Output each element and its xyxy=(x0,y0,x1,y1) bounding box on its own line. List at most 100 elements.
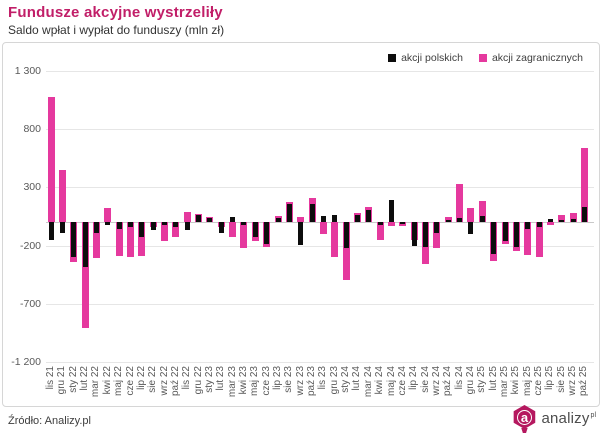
bar-akcji-polskich-lut-24 xyxy=(354,214,360,223)
bar-akcji-zagranicznych-cze-24 xyxy=(399,222,407,226)
bar-akcji-zagranicznych-kwi-24 xyxy=(376,222,384,241)
bar-akcji-polskich-paź-24 xyxy=(445,220,451,223)
bar-akcji-polskich-mar-25 xyxy=(502,222,508,242)
logo-text: analizypl xyxy=(541,410,596,427)
bar-akcji-polskich-kwi-25 xyxy=(513,222,519,248)
bar-akcji-polskich-maj-24 xyxy=(389,199,394,223)
x-axis-label: kwi 22 xyxy=(101,366,113,395)
bar-akcji-polskich-wrz-23 xyxy=(298,222,304,245)
x-axis-label: cze 22 xyxy=(124,366,136,396)
bar-akcji-polskich-sty-23 xyxy=(207,217,213,223)
x-axis-label: mar 24 xyxy=(362,366,374,398)
bar-akcji-polskich-paź-25 xyxy=(581,207,587,223)
bar-akcji-zagranicznych-lis-23 xyxy=(319,222,327,234)
bar-akcji-zagranicznych-kwi-23 xyxy=(240,222,248,248)
bar-akcji-polskich-lis-23 xyxy=(320,215,326,223)
bar-akcji-polskich-cze-22 xyxy=(128,222,133,228)
x-axis-label: sie 25 xyxy=(555,366,567,393)
y-axis-label: 1 300 xyxy=(14,65,41,77)
x-axis-label: gru 22 xyxy=(192,366,204,395)
bar-akcji-polskich-cze-25 xyxy=(536,222,542,227)
bar-akcji-polskich-maj-22 xyxy=(116,222,122,230)
page-subtitle: Saldo wpłat i wypłat do funduszy (mln zł… xyxy=(8,23,225,37)
bar-akcji-polskich-sty-24 xyxy=(343,222,349,248)
bar-akcji-polskich-lis-22 xyxy=(184,222,190,231)
x-axis-label: paź 25 xyxy=(578,366,590,397)
bar-akcji-polskich-lut-22 xyxy=(82,222,88,268)
bar-akcji-zagranicznych-lip-25 xyxy=(546,222,554,225)
x-axis-label: gru 23 xyxy=(328,366,340,395)
source-note: Źródło: Analizy.pl xyxy=(8,415,91,427)
x-axis-label: lip 25 xyxy=(544,366,556,390)
bar-akcji-polskich-gru-22 xyxy=(196,215,201,223)
y-axis-label: -700 xyxy=(19,297,41,310)
bar-akcji-polskich-wrz-24 xyxy=(434,222,440,233)
x-axis-label: cze 23 xyxy=(260,366,272,396)
bar-akcji-zagranicznych-kwi-22 xyxy=(104,208,112,223)
x-axis-label: paź 22 xyxy=(169,366,181,397)
bar-akcji-zagranicznych-paź-25 xyxy=(580,147,588,223)
bar-akcji-polskich-lip-25 xyxy=(547,219,553,223)
bar-akcji-zagranicznych-gru-21 xyxy=(58,169,66,223)
x-axis-label: lut 23 xyxy=(215,366,227,391)
bar-akcji-polskich-wrz-25 xyxy=(570,218,576,223)
analizy-logo: a analizypl xyxy=(512,405,596,433)
bar-akcji-polskich-sie-22 xyxy=(150,222,156,230)
bar-akcji-zagranicznych-mar-22 xyxy=(92,222,100,258)
chart-panel: akcji polskich akcji zagranicznych 1 300… xyxy=(2,42,600,407)
bar-akcji-zagranicznych-wrz-24 xyxy=(433,222,441,249)
gridline-1300 xyxy=(46,71,594,72)
bar-akcji-polskich-cze-24 xyxy=(400,222,406,224)
gridline--200 xyxy=(46,245,594,247)
legend-label: akcji polskich xyxy=(401,52,463,64)
x-axis-label: maj 24 xyxy=(385,366,397,397)
bar-akcji-zagranicznych-wrz-22 xyxy=(161,222,168,241)
bar-akcji-zagranicznych-cze-25 xyxy=(535,222,543,258)
y-axis-label: -1 200 xyxy=(11,356,41,368)
legend-label: akcji zagranicznych xyxy=(491,52,583,64)
gridline--700 xyxy=(46,303,594,305)
bar-akcji-zagranicznych-lis-21 xyxy=(47,96,55,223)
y-axis-label: 300 xyxy=(23,181,41,194)
gridline-800 xyxy=(46,129,594,131)
logo-badge: a xyxy=(512,405,536,433)
y-axis-label: -200 xyxy=(19,239,41,252)
bar-akcji-zagranicznych-gru-23 xyxy=(331,222,339,258)
bar-akcji-polskich-sie-25 xyxy=(559,220,565,223)
bar-akcji-zagranicznych-sty-25 xyxy=(478,201,486,223)
bar-akcji-zagranicznych-sie-25 xyxy=(558,215,566,223)
bar-akcji-zagranicznych-paź-22 xyxy=(172,222,180,238)
bar-akcji-polskich-wrz-22 xyxy=(162,222,167,226)
gridline-300 xyxy=(46,187,594,189)
page-title: Fundusze akcyjne wystrzeliły xyxy=(8,4,223,21)
x-axis-label: sie 24 xyxy=(419,366,431,393)
bar-akcji-polskich-paź-22 xyxy=(173,222,179,228)
bar-akcji-polskich-maj-23 xyxy=(252,222,258,237)
legend-item-akcji-zagranicznych: akcji zagranicznych xyxy=(478,52,583,64)
bar-akcji-polskich-paź-23 xyxy=(309,203,315,223)
bar-akcji-polskich-gru-24 xyxy=(468,222,474,234)
x-axis-label: kwi 25 xyxy=(510,366,522,395)
bar-akcji-polskich-sty-25 xyxy=(479,215,485,223)
bar-akcji-zagranicznych-maj-25 xyxy=(524,222,532,256)
bar-akcji-polskich-mar-23 xyxy=(230,217,236,223)
x-axis-label: kwi 24 xyxy=(374,366,386,395)
logo-badge-tail xyxy=(521,428,528,433)
bar-akcji-polskich-sie-24 xyxy=(423,222,429,247)
x-axis-label: lip 24 xyxy=(408,366,420,390)
bar-akcji-polskich-sie-23 xyxy=(286,204,292,223)
x-axis-label: mar 22 xyxy=(90,366,102,398)
bar-akcji-zagranicznych-wrz-25 xyxy=(569,213,577,223)
bar-akcji-zagranicznych-maj-24 xyxy=(388,222,395,227)
x-axis-label: paź 24 xyxy=(442,366,454,397)
x-axis-label: lis 24 xyxy=(453,366,465,390)
bar-akcji-polskich-lut-25 xyxy=(491,222,497,254)
bar-akcji-zagranicznych-sty-24 xyxy=(342,222,350,281)
x-axis-label: sie 22 xyxy=(147,366,159,393)
bar-akcji-polskich-kwi-23 xyxy=(241,222,247,225)
bar-akcji-polskich-lip-23 xyxy=(275,218,281,223)
bar-akcji-zagranicznych-gru-24 xyxy=(467,207,475,223)
bar-akcji-polskich-lut-23 xyxy=(218,222,224,234)
bar-akcji-polskich-mar-22 xyxy=(93,222,99,233)
gridline--1200 xyxy=(46,362,594,363)
